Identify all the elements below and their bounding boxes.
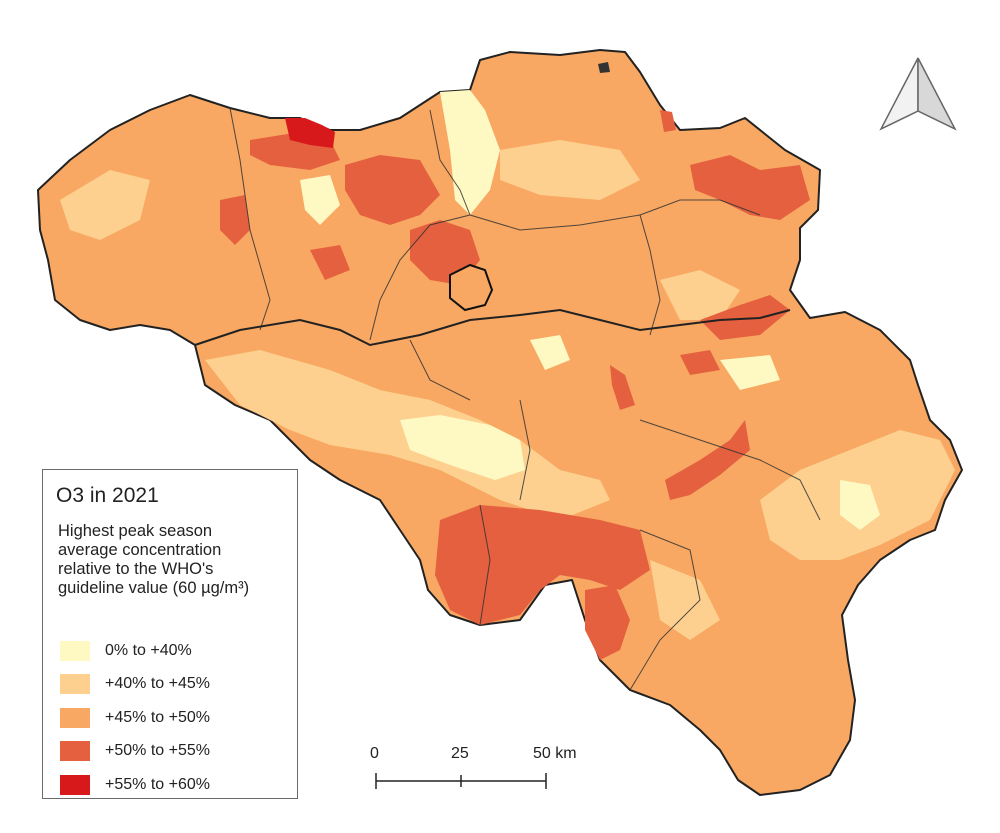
legend-box: O3 in 2021 Highest peak season average c…: [42, 469, 298, 799]
legend-swatch: [60, 640, 90, 661]
legend-label: +50% to +55%: [105, 742, 210, 760]
legend-label: +40% to +45%: [105, 675, 210, 693]
legend-item: +40% to +45%: [60, 668, 210, 702]
legend-label: +45% to +50%: [105, 708, 210, 726]
legend-label: 0% to +40%: [105, 641, 192, 659]
legend-swatch: [60, 707, 90, 728]
brussels-region: [449, 263, 494, 312]
legend-title: O3 in 2021: [56, 484, 159, 507]
legend-items: 0% to +40% +40% to +45% +45% to +50% +50…: [60, 634, 210, 802]
scale-bar: [375, 773, 547, 789]
enclave: [598, 62, 610, 73]
map-region-55-60: [285, 118, 335, 148]
legend-swatch: [60, 741, 90, 762]
belgium-map: [37, 49, 963, 796]
language-border: [194, 308, 791, 347]
scale-tick-50: 50 km: [533, 745, 577, 762]
legend-swatch: [60, 774, 90, 795]
legend-item: +55% to +60%: [60, 768, 210, 802]
map-regions-0-40: [300, 90, 880, 530]
scale-tick-0: 0: [370, 745, 379, 762]
legend-item: +45% to +50%: [60, 701, 210, 735]
legend-label: +55% to +60%: [105, 775, 210, 793]
legend-item: +50% to +55%: [60, 735, 210, 769]
province-borders: [229, 107, 821, 691]
legend-subtitle: Highest peak season average concentratio…: [58, 522, 250, 597]
legend-swatch: [60, 674, 90, 695]
legend-item: 0% to +40%: [60, 634, 210, 668]
map-regions-50-55: [220, 110, 810, 660]
north-arrow-icon: [879, 57, 957, 131]
scale-tick-25: 25: [451, 745, 469, 762]
